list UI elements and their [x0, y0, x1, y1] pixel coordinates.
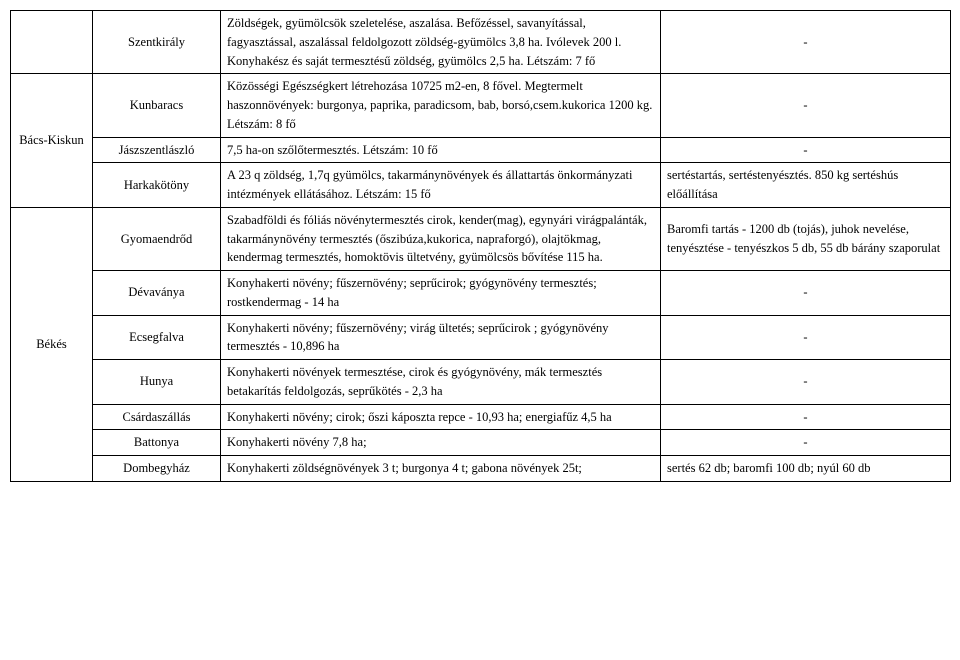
desc-cell: Szabadföldi és fóliás növénytermesztés c…: [221, 207, 661, 270]
right-cell: sertés 62 db; baromfi 100 db; nyúl 60 db: [661, 456, 951, 482]
county-cell: Bács-Kiskun: [11, 74, 93, 208]
right-cell: -: [661, 271, 951, 316]
desc-cell: Konyhakerti növény; fűszernövény; seprűc…: [221, 271, 661, 316]
table-row: Harkakötöny A 23 q zöldség, 1,7q gyümölc…: [11, 163, 951, 208]
right-cell: sertéstartás, sertéstenyésztés. 850 kg s…: [661, 163, 951, 208]
desc-cell: Közösségi Egészségkert létrehozása 10725…: [221, 74, 661, 137]
place-cell: Kunbaracs: [93, 74, 221, 137]
desc-cell: Konyhakerti növény 7,8 ha;: [221, 430, 661, 456]
place-cell: Hunya: [93, 360, 221, 405]
right-cell: -: [661, 11, 951, 74]
desc-cell: Konyhakerti növény; cirok; őszi káposzta…: [221, 404, 661, 430]
place-cell: Battonya: [93, 430, 221, 456]
table-row: Battonya Konyhakerti növény 7,8 ha; -: [11, 430, 951, 456]
data-table: Szentkirály Zöldségek, gyümölcsök szelet…: [10, 10, 951, 482]
right-cell: -: [661, 74, 951, 137]
county-cell: [11, 11, 93, 74]
place-cell: Gyomaendrőd: [93, 207, 221, 270]
table-row: Dévaványa Konyhakerti növény; fűszernövé…: [11, 271, 951, 316]
place-cell: Ecsegfalva: [93, 315, 221, 360]
table-row: Szentkirály Zöldségek, gyümölcsök szelet…: [11, 11, 951, 74]
place-cell: Dombegyház: [93, 456, 221, 482]
table-row: Bács-Kiskun Kunbaracs Közösségi Egészség…: [11, 74, 951, 137]
right-cell: -: [661, 360, 951, 405]
place-cell: Csárdaszállás: [93, 404, 221, 430]
right-cell: Baromfi tartás - 1200 db (tojás), juhok …: [661, 207, 951, 270]
county-cell: Békés: [11, 207, 93, 481]
desc-cell: Konyhakerti növények termesztése, cirok …: [221, 360, 661, 405]
table-row: Békés Gyomaendrőd Szabadföldi és fóliás …: [11, 207, 951, 270]
table-row: Ecsegfalva Konyhakerti növény; fűszernöv…: [11, 315, 951, 360]
place-cell: Jászszentlászló: [93, 137, 221, 163]
desc-cell: 7,5 ha-on szőlőtermesztés. Létszám: 10 f…: [221, 137, 661, 163]
table-row: Dombegyház Konyhakerti zöldségnövények 3…: [11, 456, 951, 482]
table-row: Hunya Konyhakerti növények termesztése, …: [11, 360, 951, 405]
place-cell: Harkakötöny: [93, 163, 221, 208]
right-cell: -: [661, 430, 951, 456]
table-row: Csárdaszállás Konyhakerti növény; cirok;…: [11, 404, 951, 430]
place-cell: Dévaványa: [93, 271, 221, 316]
right-cell: -: [661, 315, 951, 360]
right-cell: -: [661, 137, 951, 163]
desc-cell: Konyhakerti növény; fűszernövény; virág …: [221, 315, 661, 360]
desc-cell: Konyhakerti zöldségnövények 3 t; burgony…: [221, 456, 661, 482]
table-row: Jászszentlászló 7,5 ha-on szőlőtermeszté…: [11, 137, 951, 163]
desc-cell: A 23 q zöldség, 1,7q gyümölcs, takarmány…: [221, 163, 661, 208]
place-cell: Szentkirály: [93, 11, 221, 74]
right-cell: -: [661, 404, 951, 430]
desc-cell: Zöldségek, gyümölcsök szeletelése, aszal…: [221, 11, 661, 74]
